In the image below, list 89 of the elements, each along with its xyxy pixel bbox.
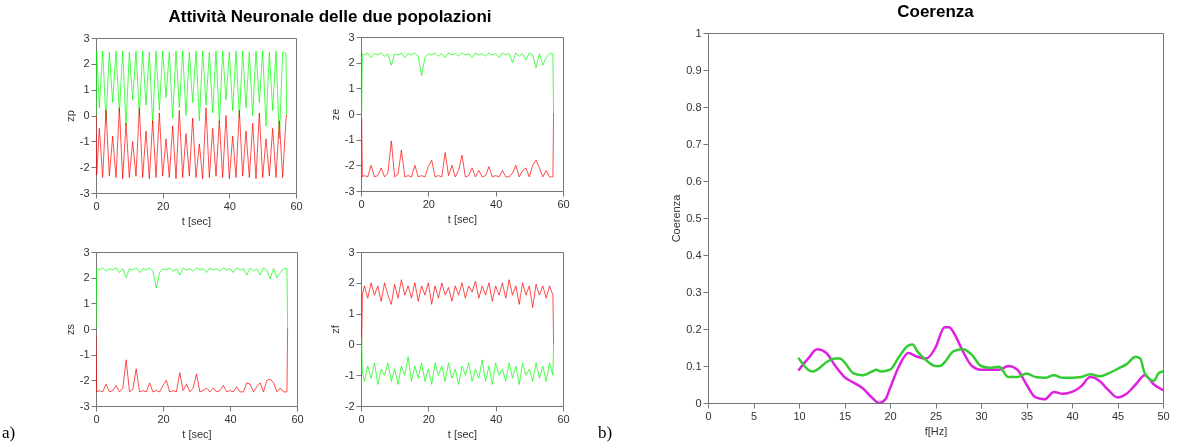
y-tick-label: 1 (83, 83, 90, 96)
y-tick-label: 0.3 (686, 285, 702, 298)
y-tick-label: 0 (348, 107, 355, 120)
chart-title: Attività Neuronale delle due popolazioni (168, 7, 492, 26)
y-tick-label: 0.9 (686, 63, 702, 76)
text: a) (2, 423, 16, 443)
x-tick-label: 5 (750, 409, 758, 422)
y-axis-title: Coerenza (670, 193, 683, 243)
y-tick-label: 0.5 (686, 211, 702, 224)
x-tick-label: 15 (838, 409, 852, 422)
x-axis-title: t [sec] (447, 212, 478, 225)
text: b) (598, 423, 613, 443)
y-tick-label: 1 (695, 26, 702, 39)
y-tick-label: 3 (83, 31, 90, 44)
x-axis-title: t [sec] (182, 427, 212, 440)
y-tick-label: 0.6 (686, 174, 702, 187)
y-tick-label: 0 (695, 396, 702, 409)
y-tick-label: -3 (344, 184, 355, 197)
y-tick-label: -1 (344, 133, 355, 146)
line-series (361, 113, 554, 178)
line-series (361, 279, 554, 345)
x-tick-label: 20 (157, 199, 170, 212)
x-tick-label: 60 (557, 412, 570, 425)
y-tick-label: -1 (79, 134, 90, 147)
x-tick-label: 50 (1157, 409, 1170, 422)
y-tick-label: -2 (79, 160, 90, 173)
x-tick-label: 60 (291, 412, 304, 425)
x-tick-label: 40 (490, 412, 503, 425)
x-tick-label: 20 (884, 409, 897, 422)
y-tick-label: -2 (344, 158, 355, 171)
x-tick-label: 40 (224, 412, 237, 425)
line-series (361, 337, 554, 385)
y-tick-label: 1 (83, 296, 90, 309)
x-tick-label: 40 (223, 199, 236, 212)
chart-title: Coerenza (897, 2, 975, 21)
y-tick-label: 0.2 (686, 322, 702, 335)
x-tick-label: 35 (1020, 409, 1034, 422)
y-tick-label: 3 (83, 245, 90, 258)
y-tick-label: 3 (348, 245, 355, 258)
y-tick-label: 3 (348, 30, 355, 43)
y-tick-label: 2 (83, 271, 90, 284)
y-tick-label: 0 (83, 109, 90, 121)
line-series (96, 267, 288, 330)
y-tick-label: 2 (348, 276, 355, 289)
x-tick-label: 30 (975, 409, 988, 422)
x-tick-label: 0 (93, 412, 100, 425)
x-tick-label: 0 (358, 197, 365, 210)
x-tick-label: 10 (793, 409, 806, 422)
line-series (96, 50, 288, 140)
y-tick-label: 0.1 (686, 359, 702, 372)
line-series (96, 328, 288, 393)
line-series (797, 325, 1163, 403)
y-tick-label: 0.4 (686, 248, 702, 261)
x-tick-label: 40 (1066, 409, 1079, 422)
y-tick-label: 1 (348, 307, 355, 320)
x-tick-label: 0 (358, 412, 365, 425)
y-tick-label: 0 (348, 337, 355, 350)
x-tick-label: 0 (705, 409, 712, 422)
y-tick-label: 0.8 (686, 100, 702, 113)
y-tick-label: -2 (79, 373, 90, 386)
y-tick-label: 0.7 (686, 137, 702, 150)
y-axis-title: zp (63, 110, 76, 122)
x-axis-title: t [sec] (181, 214, 212, 227)
x-tick-label: 40 (490, 197, 503, 210)
x-tick-label: 20 (422, 197, 435, 210)
x-tick-label: 0 (93, 199, 100, 212)
x-tick-label: 60 (290, 199, 303, 212)
y-tick-label: -1 (344, 368, 355, 381)
x-axis-title: t [sec] (447, 427, 478, 440)
x-tick-label: 25 (929, 409, 943, 422)
x-tick-label: 45 (1111, 409, 1125, 422)
line-series (797, 343, 1163, 383)
x-tick-label: 20 (157, 412, 170, 425)
y-tick-label: -3 (79, 399, 90, 412)
y-tick-label: 2 (348, 56, 355, 69)
y-tick-label: 0 (83, 322, 90, 335)
y-axis-title: zf (328, 324, 341, 334)
x-tick-label: 20 (422, 412, 435, 425)
y-axis-title: ze (328, 108, 341, 121)
y-tick-label: 1 (348, 81, 355, 94)
y-tick-label: -2 (344, 399, 355, 412)
line-series (361, 52, 554, 115)
x-tick-label: 60 (557, 197, 570, 210)
y-axis-title: zs (63, 323, 76, 335)
y-tick-label: 2 (83, 57, 90, 70)
line-series (96, 107, 288, 180)
x-axis-title: f[Hz] (924, 424, 948, 437)
y-tick-label: -3 (79, 186, 90, 199)
y-tick-label: -1 (79, 348, 90, 361)
